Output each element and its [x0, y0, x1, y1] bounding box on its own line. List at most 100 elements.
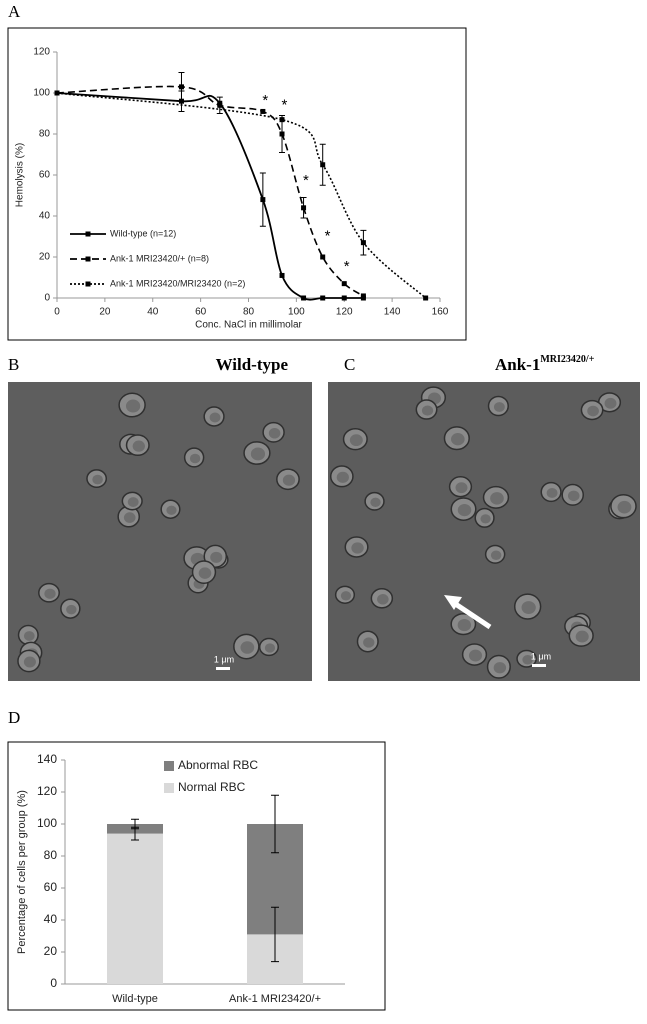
marker — [320, 162, 326, 168]
bar-segment — [107, 833, 163, 984]
cell-center — [451, 433, 465, 446]
marker — [260, 108, 266, 114]
legend-swatch — [164, 761, 174, 771]
cell-center — [493, 662, 507, 674]
x-axis-label: Conc. NaCl in millimolar — [195, 320, 302, 331]
marker — [320, 295, 326, 301]
cell-center — [44, 588, 56, 599]
micrograph-background — [8, 382, 312, 681]
cell-center — [468, 649, 483, 662]
error-bar — [271, 906, 279, 963]
error-bar — [271, 794, 279, 854]
cell-center — [351, 542, 364, 554]
cell-center — [340, 591, 352, 601]
cell-center — [490, 492, 504, 505]
y-axis-label: Hemolysis (%) — [15, 143, 26, 207]
panel-label: A — [8, 2, 21, 21]
x-tick-label: 60 — [195, 307, 207, 318]
panel-label: D — [8, 708, 20, 727]
legend-swatch — [164, 783, 174, 793]
cell-center — [23, 631, 35, 641]
cell-center — [604, 397, 617, 409]
cell-center — [349, 434, 363, 447]
legend-label: Normal RBC — [178, 780, 246, 794]
y-tick-label: 80 — [39, 129, 51, 140]
x-tick-label: Wild-type — [112, 993, 158, 1005]
x-tick-label: 120 — [336, 307, 353, 318]
marker — [217, 102, 223, 108]
x-tick-label: Ank-1 MRI23420/+ — [229, 993, 321, 1005]
series-line — [56, 92, 427, 299]
y-tick-label: 100 — [33, 88, 50, 99]
annotation: * — [281, 96, 287, 113]
cell-center — [457, 503, 472, 517]
y-tick-label: 60 — [39, 170, 51, 181]
panel-a-frame — [7, 27, 467, 341]
y-tick-label: 140 — [37, 752, 57, 766]
cell-center — [377, 594, 389, 605]
cell-center — [92, 474, 103, 485]
cell-center — [123, 512, 136, 523]
annotation: * — [262, 92, 268, 109]
marker — [279, 131, 285, 137]
marker — [341, 281, 347, 287]
scale-bar — [216, 667, 230, 670]
cell-center — [363, 637, 375, 648]
cell-center — [567, 490, 580, 502]
x-tick-label: 40 — [147, 307, 159, 318]
cell-center — [336, 471, 349, 483]
y-tick-label: 60 — [44, 880, 58, 894]
cell-center — [457, 619, 472, 632]
panel-label: C — [344, 355, 355, 374]
marker — [360, 293, 366, 299]
cell-center — [480, 514, 491, 524]
cell-center — [66, 604, 77, 615]
cell-center — [421, 405, 434, 416]
annotation: * — [303, 172, 309, 189]
y-tick-label: 40 — [39, 211, 51, 222]
marker — [301, 205, 307, 211]
cell-center — [522, 654, 533, 665]
legend-label: Wild-type (n=12) — [110, 228, 176, 238]
cell-center — [125, 399, 141, 413]
cell-center — [210, 551, 223, 563]
marker — [178, 84, 184, 90]
cell-center — [127, 497, 139, 507]
cell-center — [189, 453, 201, 464]
marker — [279, 117, 285, 123]
x-tick-label: 20 — [99, 307, 111, 318]
y-axis-label: Percentage of cells per group (%) — [16, 790, 28, 954]
cell-center — [546, 488, 558, 498]
x-tick-label: 0 — [54, 307, 60, 318]
error-bar — [131, 818, 139, 830]
marker — [54, 90, 60, 96]
arrow-head — [444, 595, 462, 610]
marker — [279, 272, 285, 278]
image-title: Ank-1MRI23420/+ — [495, 354, 595, 374]
x-tick-label: 80 — [243, 307, 255, 318]
x-tick-label: 100 — [288, 307, 305, 318]
marker — [360, 240, 366, 246]
cell-center — [490, 550, 502, 561]
legend-marker — [85, 281, 91, 287]
marker — [423, 295, 429, 301]
cell-center — [455, 482, 468, 494]
marker — [341, 295, 347, 301]
legend-label: Ank-1 MRI23420/MRI23420 (n=2) — [110, 278, 245, 288]
annotation: * — [344, 258, 350, 275]
cell-center — [250, 447, 266, 461]
cell-center — [268, 428, 281, 439]
cell-center — [264, 643, 276, 653]
y-tick-label: 0 — [50, 976, 57, 990]
cell-center — [575, 630, 589, 643]
scale-bar — [532, 664, 546, 667]
y-tick-label: 20 — [39, 252, 51, 263]
title-main: Ank-1 — [495, 355, 540, 374]
marker — [301, 295, 307, 301]
marker — [260, 197, 266, 203]
title-superscript: MRI23420/+ — [540, 354, 594, 365]
legend-label: Abnormal RBC — [178, 758, 258, 772]
y-tick-label: 80 — [44, 848, 58, 862]
y-tick-label: 100 — [37, 816, 57, 830]
